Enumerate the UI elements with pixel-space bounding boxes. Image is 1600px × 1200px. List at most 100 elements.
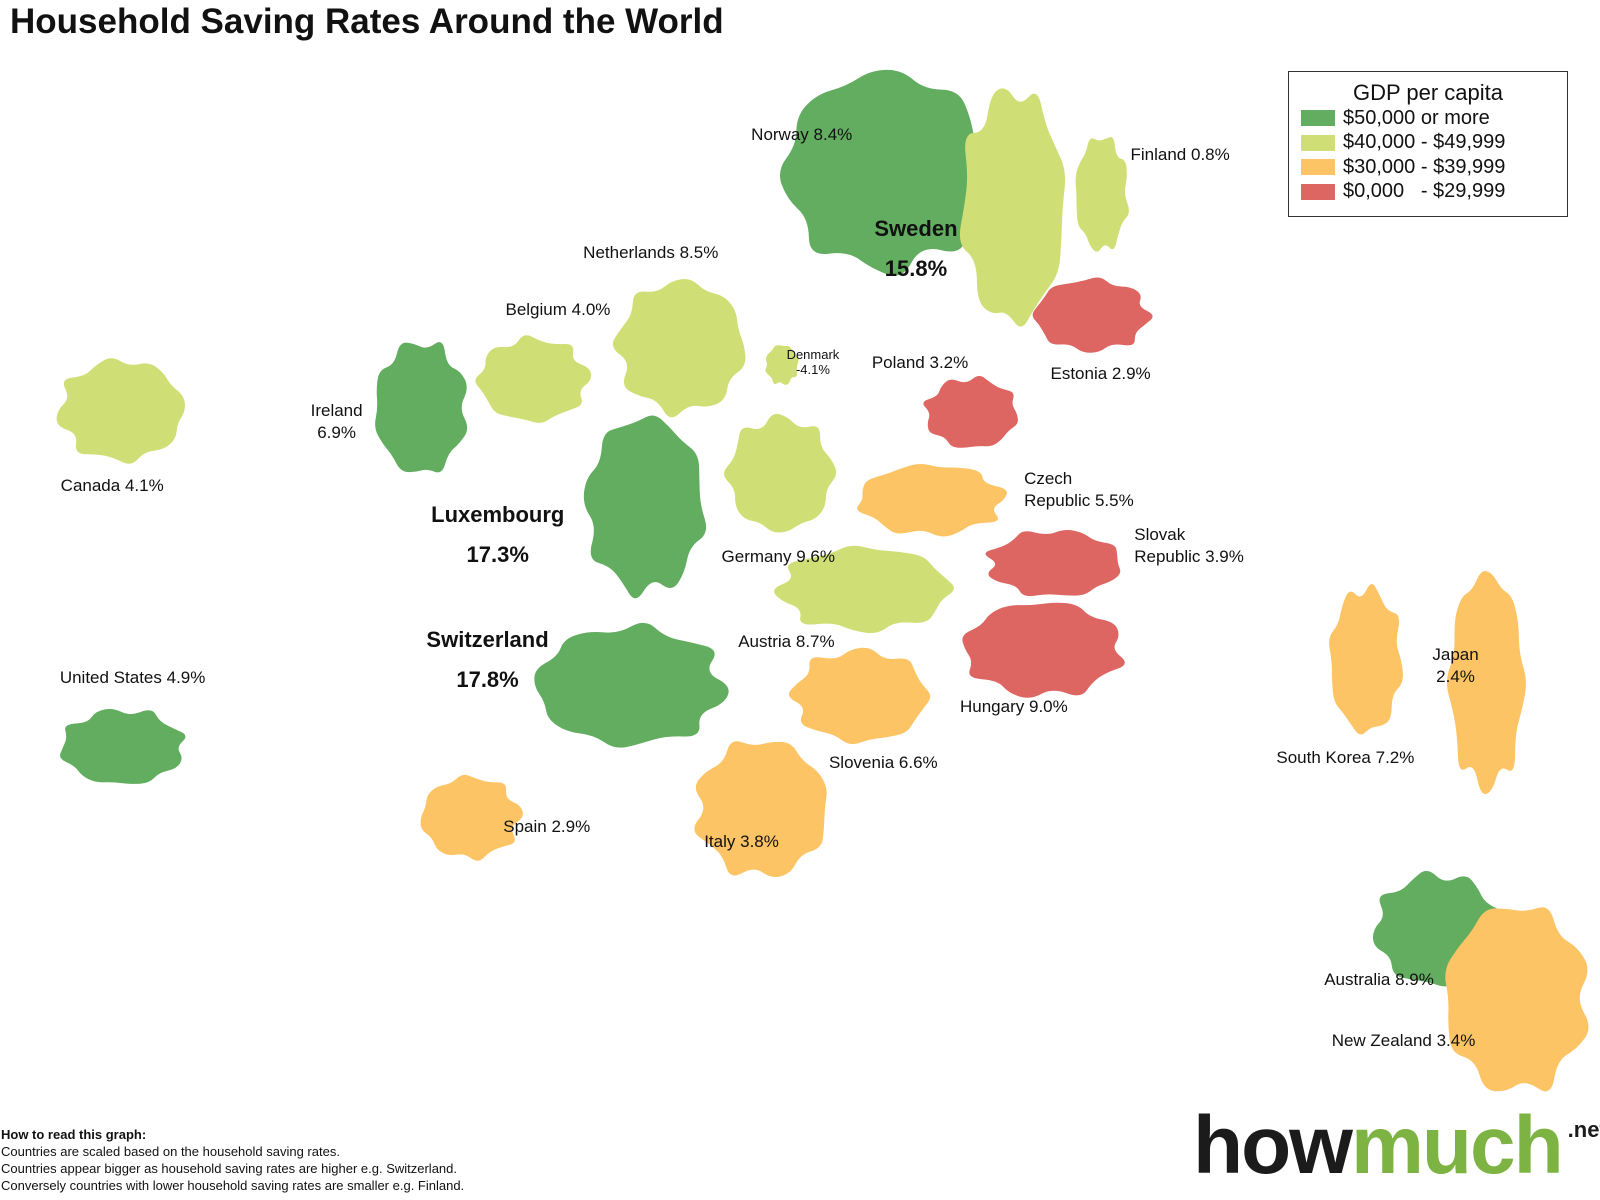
country-name: United States — [59, 668, 162, 688]
country-label: Slovak Republic 3.9% — [1134, 524, 1250, 568]
country-shape — [583, 415, 707, 599]
country-label: South Korea 7.2% — [1276, 747, 1414, 769]
country-name: Canada — [60, 476, 121, 496]
country-shape — [857, 463, 1007, 537]
country-label: Australia 8.9% — [1324, 969, 1434, 991]
country-rate: 2.4% — [1436, 666, 1475, 686]
country-name: Finland — [1130, 144, 1187, 164]
country-shape — [612, 279, 746, 418]
country-rate: 4.1% — [124, 476, 164, 496]
country-rate: 2.9% — [551, 817, 591, 836]
notes: How to read this graph: Countries are sc… — [1, 1126, 464, 1194]
country-rate: 3.4% — [1436, 1031, 1476, 1051]
country-shape — [694, 741, 827, 877]
country-name: Luxembourg — [431, 501, 565, 527]
country-shape — [1445, 907, 1589, 1092]
country-label: Finland 0.8% — [1131, 144, 1230, 166]
logo-accent: much — [1350, 1100, 1564, 1191]
country-label: Belgium 4.0% — [505, 299, 610, 321]
country-label: Luxembourg 17.3% — [431, 495, 564, 575]
country-name: Slovenia — [828, 752, 895, 772]
country-label: Norway 8.4% — [751, 124, 852, 146]
notes-line: Conversely countries with lower househol… — [1, 1178, 465, 1193]
country-rate: 8.7% — [795, 632, 835, 652]
country-name: Slovak Republic — [1134, 525, 1201, 567]
country-rate: 3.8% — [740, 832, 779, 852]
legend-item: $0,000 - $29,999 — [1289, 180, 1567, 205]
country-label: Spain 2.9% — [503, 816, 590, 838]
country-rate: 5.5% — [1094, 491, 1134, 511]
legend-swatch — [1301, 183, 1335, 200]
country-shape — [1329, 583, 1403, 735]
country-shape — [959, 88, 1066, 327]
country-label: Italy 3.8% — [704, 831, 779, 853]
country-name: New Zealand — [1331, 1031, 1432, 1051]
country-name: Austria — [738, 632, 792, 652]
country-name: Belgium — [505, 299, 567, 319]
country-rate: 8.5% — [679, 242, 719, 262]
country-shape — [1075, 136, 1129, 252]
country-rate: 17.8% — [456, 667, 519, 693]
country-label: Hungary 9.0% — [960, 696, 1068, 718]
country-name: Czech Republic — [1024, 469, 1091, 511]
country-rate: 15.8% — [884, 256, 948, 282]
country-shape — [765, 345, 799, 385]
country-label: Japan 2.4% — [1432, 644, 1478, 688]
country-label: Ireland 6.9% — [311, 400, 363, 444]
legend-item: $50,000 or more — [1289, 106, 1567, 131]
logo: howmuch.net — [1193, 1105, 1600, 1187]
country-shape — [1446, 571, 1526, 795]
country-label: Czech Republic 5.5% — [1024, 468, 1140, 512]
country-name: Poland — [871, 352, 925, 372]
legend-label: $30,000 - $39,999 — [1343, 155, 1506, 178]
notes-line: Countries are scaled based on the househ… — [1, 1144, 340, 1159]
country-label: United States 4.9% — [60, 667, 206, 689]
country-name: Sweden — [874, 216, 958, 242]
country-rate: 9.6% — [796, 546, 835, 566]
legend-swatch — [1301, 134, 1335, 151]
title: Household Saving Rates Around the World — [10, 2, 724, 41]
country-rate: 4.9% — [166, 668, 206, 688]
country-label: Sweden 15.8% — [874, 209, 957, 289]
country-shape — [60, 709, 186, 784]
country-shape — [475, 335, 592, 423]
country-shape — [774, 545, 954, 634]
country-rate: 17.3% — [466, 541, 529, 567]
country-rate: -4.1% — [795, 361, 830, 377]
country-shape — [1032, 277, 1153, 353]
country-label: Germany 9.6% — [722, 546, 835, 568]
country-rate: 2.9% — [1111, 364, 1151, 384]
country-name: South Korea — [1276, 747, 1371, 767]
country-name: Denmark — [786, 346, 840, 362]
country-rate: 9.0% — [1029, 696, 1068, 716]
country-shape — [985, 530, 1121, 597]
country-rate: 3.2% — [929, 352, 969, 372]
legend-swatch — [1301, 110, 1335, 127]
country-name: Spain — [503, 817, 547, 836]
country-shape — [534, 622, 729, 748]
country-rate: 3.9% — [1205, 547, 1244, 567]
country-shape — [788, 647, 931, 745]
country-rate: 7.2% — [1375, 747, 1415, 767]
country-name: Norway — [751, 125, 809, 145]
country-shape — [420, 774, 523, 861]
country-name: Germany — [721, 546, 792, 566]
country-label: Denmark -4.1% — [787, 347, 840, 377]
legend: GDP per capita $50,000 or more $40,000 - … — [1288, 71, 1568, 217]
country-shape — [779, 69, 997, 276]
country-name: Netherlands — [583, 242, 675, 262]
legend-item: $40,000 - $49,999 — [1289, 131, 1567, 156]
country-label: Estonia 2.9% — [1050, 363, 1150, 385]
country-label: Poland 3.2% — [872, 352, 968, 374]
legend-label: $50,000 or more — [1343, 106, 1490, 129]
notes-heading: How to read this graph: — [1, 1127, 147, 1142]
country-label: Netherlands 8.5% — [583, 242, 718, 264]
legend-title: GDP per capita — [1352, 80, 1503, 105]
country-shape — [56, 358, 185, 464]
country-shape — [923, 376, 1018, 448]
legend-swatch — [1301, 159, 1335, 176]
country-name: Italy — [704, 832, 736, 852]
country-label: Slovenia 6.6% — [829, 752, 938, 774]
